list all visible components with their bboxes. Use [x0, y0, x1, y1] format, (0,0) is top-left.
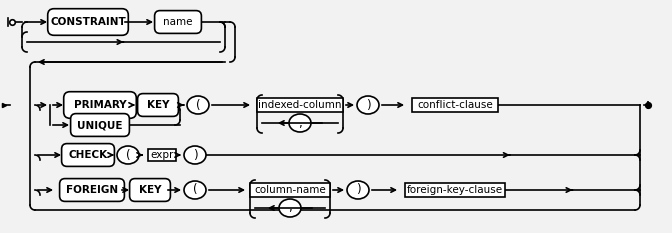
Text: ): ): [355, 184, 360, 196]
FancyBboxPatch shape: [62, 144, 114, 166]
Text: KEY: KEY: [146, 100, 169, 110]
Ellipse shape: [279, 199, 301, 217]
FancyBboxPatch shape: [138, 94, 178, 116]
FancyBboxPatch shape: [48, 9, 128, 35]
Text: conflict-clause: conflict-clause: [417, 100, 493, 110]
Text: ,: ,: [288, 202, 292, 215]
Text: CONSTRAINT: CONSTRAINT: [50, 17, 126, 27]
Ellipse shape: [347, 181, 369, 199]
Bar: [412, 98, 498, 112]
FancyBboxPatch shape: [60, 179, 124, 201]
Text: ): ): [366, 99, 370, 112]
Bar: [148, 149, 176, 161]
Text: CHECK: CHECK: [69, 150, 108, 160]
Ellipse shape: [289, 114, 311, 132]
Ellipse shape: [357, 96, 379, 114]
Bar: [250, 183, 330, 197]
Ellipse shape: [117, 146, 139, 164]
Text: KEY: KEY: [138, 185, 161, 195]
Text: name: name: [163, 17, 193, 27]
Text: (: (: [193, 184, 198, 196]
Ellipse shape: [184, 181, 206, 199]
Ellipse shape: [184, 146, 206, 164]
Text: UNIQUE: UNIQUE: [77, 120, 123, 130]
Bar: [405, 183, 505, 197]
Ellipse shape: [187, 96, 209, 114]
Text: PRIMARY: PRIMARY: [74, 100, 126, 110]
Text: ,: ,: [298, 116, 302, 130]
FancyBboxPatch shape: [64, 92, 136, 118]
FancyBboxPatch shape: [130, 179, 171, 201]
Text: foreign-key-clause: foreign-key-clause: [407, 185, 503, 195]
Text: (: (: [126, 148, 130, 161]
Text: expr: expr: [151, 150, 173, 160]
Text: ): ): [193, 148, 198, 161]
Text: indexed-column: indexed-column: [258, 100, 342, 110]
Text: FOREIGN: FOREIGN: [66, 185, 118, 195]
FancyBboxPatch shape: [155, 10, 202, 33]
Text: column-name: column-name: [254, 185, 326, 195]
Text: (: (: [196, 99, 200, 112]
FancyBboxPatch shape: [71, 114, 130, 136]
Bar: [257, 98, 343, 112]
